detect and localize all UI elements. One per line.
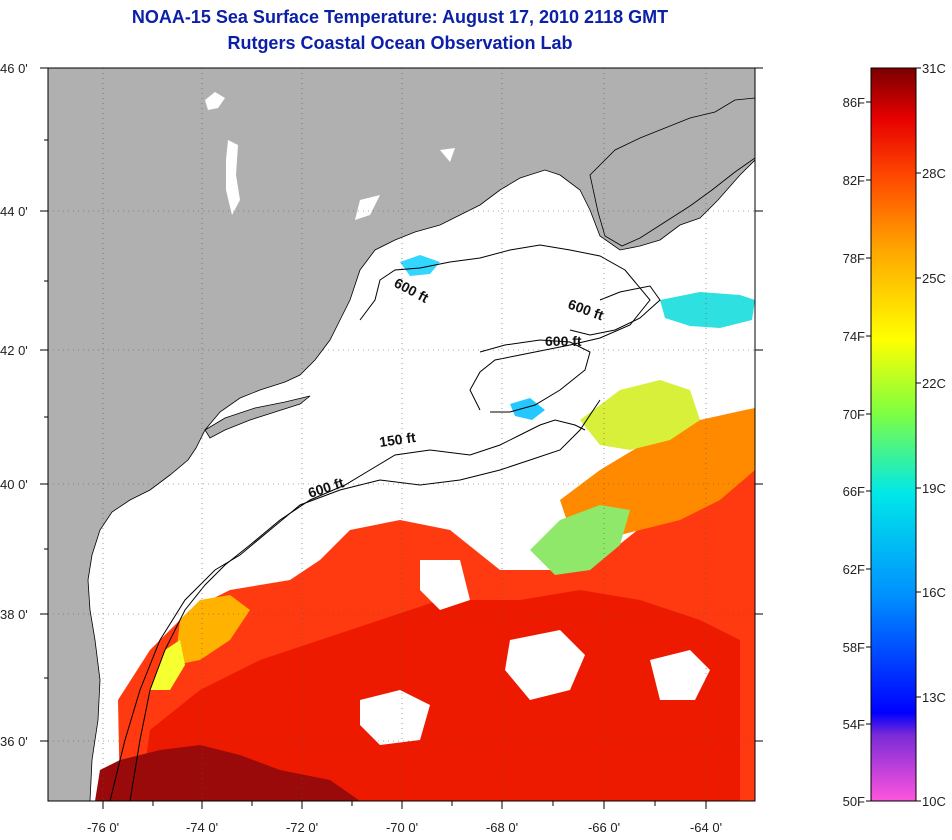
sst-yellow-green xyxy=(580,380,700,450)
lon-label-74: -74 0' xyxy=(186,820,218,835)
cloud-hole-3 xyxy=(650,650,710,700)
f-label-74: 74F xyxy=(843,329,865,344)
grid xyxy=(48,68,755,801)
map-title: NOAA-15 Sea Surface Temperature: August … xyxy=(131,7,669,27)
lat-label-40: 40 0' xyxy=(0,477,28,492)
f-label-66: 66F xyxy=(843,484,865,499)
lat-label-46: 46 0' xyxy=(0,61,28,76)
land xyxy=(48,68,755,801)
c-label-22: 22C xyxy=(922,376,946,391)
longitude-labels: -76 0' -74 0' -72 0' -70 0' -68 0' -66 0… xyxy=(87,820,722,835)
sst-yellow-shelf xyxy=(150,640,185,690)
contour-label-georges: 600 ft xyxy=(545,333,582,349)
f-label-62: 62F xyxy=(843,562,865,577)
c-label-31: 31C xyxy=(922,61,946,76)
sst-green-band xyxy=(530,505,630,575)
f-label-54: 54F xyxy=(843,717,865,732)
lat-label-44: 44 0' xyxy=(0,204,28,219)
f-label-86: 86F xyxy=(843,95,865,110)
cloud-hole-1 xyxy=(360,690,430,745)
c-label-16: 16C xyxy=(922,585,946,600)
sst-cyan-bank xyxy=(510,398,545,420)
f-label-78: 78F xyxy=(843,251,865,266)
contour-600ft-northeast xyxy=(569,285,661,336)
sst-darkred-coast xyxy=(95,745,360,801)
c-label-28: 28C xyxy=(922,166,946,181)
c-label-13: 13C xyxy=(922,690,946,705)
f-label-58: 58F xyxy=(843,640,865,655)
lat-label-38: 38 0' xyxy=(0,607,28,622)
latitude-labels: 46 0' 44 0' 42 0' 40 0' 38 0' 36 0' xyxy=(0,61,28,749)
title-block: NOAA-15 Sea Surface Temperature: August … xyxy=(0,4,800,56)
sst-map xyxy=(48,68,755,801)
contour-150ft-shelf xyxy=(129,419,586,801)
lon-label-66: -66 0' xyxy=(588,820,620,835)
c-label-10: 10C xyxy=(922,794,946,809)
lat-label-36: 36 0' xyxy=(0,734,28,749)
map-ticks xyxy=(40,67,763,809)
c-label-25: 25C xyxy=(922,271,946,286)
land-clouds xyxy=(205,92,455,220)
map-subtitle: Rutgers Coastal Ocean Observation Lab xyxy=(227,33,573,53)
sst-orange-shelf xyxy=(175,595,250,665)
land-northeast-us xyxy=(48,68,755,801)
lat-label-42: 42 0' xyxy=(0,343,28,358)
colorbar-ticks xyxy=(866,67,921,802)
fahrenheit-labels: 86F 82F 78F 74F 70F 66F 62F 58F 54F 50F xyxy=(843,95,865,809)
cloud-hole-4 xyxy=(420,560,470,610)
sst-field xyxy=(48,195,755,801)
c-label-19: 19C xyxy=(922,481,946,496)
colorbar-gradient xyxy=(870,67,917,802)
sst-red-core xyxy=(140,590,740,801)
contour-georges-bank xyxy=(479,339,591,413)
contour-label-150ft: 150 ft xyxy=(378,429,417,450)
f-label-82: 82F xyxy=(843,173,865,188)
contour-gulf-of-maine xyxy=(359,244,651,411)
lon-label-76: -76 0' xyxy=(87,820,119,835)
land-nova-scotia xyxy=(589,97,755,247)
f-label-70: 70F xyxy=(843,407,865,422)
depth-contours xyxy=(109,244,661,801)
cloud-hole-2 xyxy=(505,630,585,700)
land-long-island xyxy=(204,395,311,439)
colorbar: 86F 82F 78F 74F 70F 66F 62F 58F 54F 50F … xyxy=(843,61,946,809)
lon-label-64: -64 0' xyxy=(690,820,722,835)
lon-label-72: -72 0' xyxy=(286,820,318,835)
celsius-labels: 31C 28C 25C 22C 19C 16C 13C 10C xyxy=(922,61,946,809)
f-label-50: 50F xyxy=(843,794,865,809)
lon-label-70: -70 0' xyxy=(386,820,418,835)
sst-cyan-gulf xyxy=(400,255,440,276)
sst-cyan-patch xyxy=(660,292,755,328)
contour-600ft-main xyxy=(109,399,601,801)
lon-label-68: -68 0' xyxy=(486,820,518,835)
